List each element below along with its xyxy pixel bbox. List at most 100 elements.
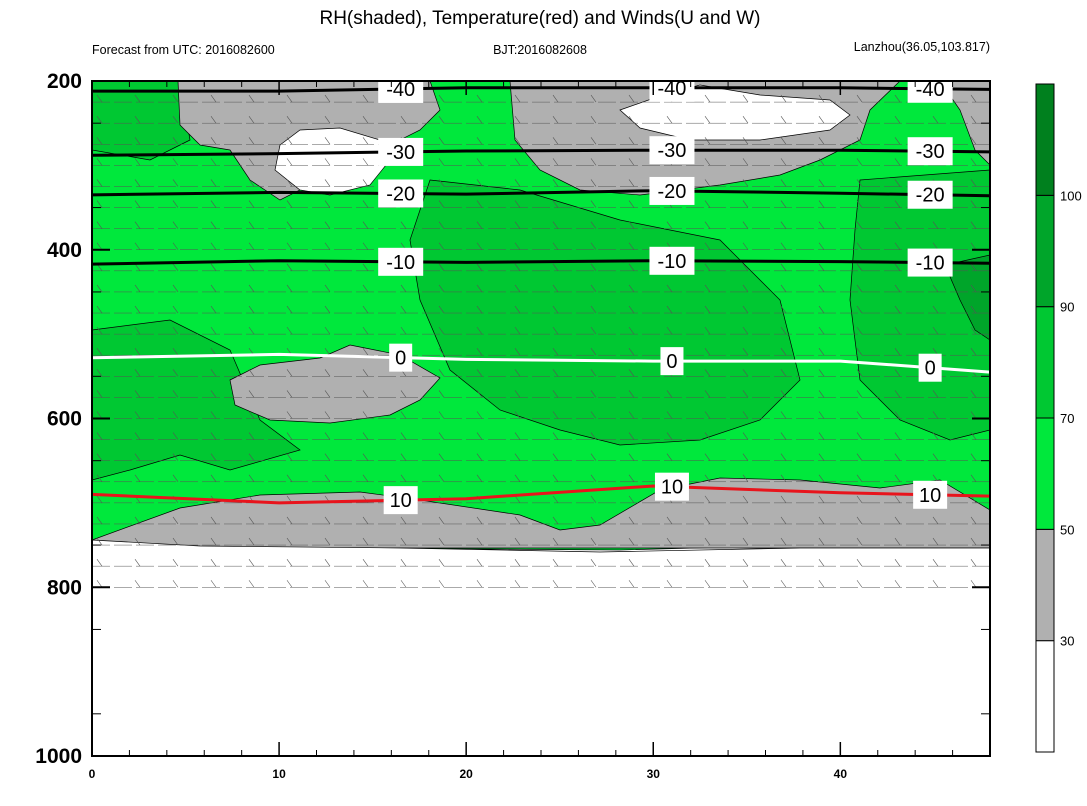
wind-barb: [248, 432, 255, 440]
wind-barb: [590, 411, 597, 419]
wind-barb: [780, 558, 787, 567]
wind-barb: [590, 432, 597, 440]
wind-barb: [172, 221, 179, 229]
wind-barb: [823, 81, 824, 82]
wind-barb: [590, 558, 597, 567]
wind-barb: [666, 116, 673, 124]
wind-barb: [742, 116, 749, 124]
colorbar-segment: [1035, 194, 1055, 308]
wind-barb: [742, 390, 749, 398]
rh-region-dry-mid: [229, 344, 441, 424]
wind-barb: [96, 284, 103, 293]
contour-label-box: [660, 347, 684, 376]
wind-barb: [476, 116, 483, 124]
wind-barb: [818, 474, 825, 482]
rh-region-moist-center: [409, 179, 801, 446]
wind-barb: [590, 326, 597, 335]
wind-barb: [134, 263, 141, 272]
wind-barb: [780, 242, 787, 250]
rh-region-moist-left: [92, 319, 301, 481]
wind-barb: [894, 432, 901, 440]
wind-barb: [438, 94, 445, 103]
contour-label: -20: [916, 185, 945, 207]
wind-barb: [780, 348, 787, 356]
wind-barb: [818, 158, 825, 166]
temperature-contour: [92, 259, 990, 266]
wind-barb: [970, 158, 977, 166]
wind-barb: [780, 411, 787, 419]
wind-barb: [628, 284, 635, 293]
wind-barb: [362, 580, 369, 588]
wind-barb: [514, 179, 521, 187]
wind-barb: [970, 453, 977, 461]
wind-barb: [215, 81, 216, 82]
wind-barb: [291, 81, 292, 82]
wind-barb: [134, 179, 141, 187]
wind-barb: [704, 411, 711, 419]
wind-barb: [438, 242, 445, 250]
wind-barb: [552, 474, 559, 482]
wind-barb: [324, 390, 331, 398]
wind-barb: [818, 221, 825, 229]
wind-barb: [780, 221, 787, 229]
wind-barb: [628, 263, 635, 272]
wind-barb: [248, 305, 255, 314]
wind-barb: [856, 179, 863, 187]
wind-barb: [894, 453, 901, 461]
wind-barb: [476, 305, 483, 314]
wind-barb: [932, 580, 939, 588]
wind-barb: [438, 326, 445, 335]
wind-barb: [96, 390, 103, 398]
wind-barb: [286, 537, 293, 546]
rh-region-wet-right: [944, 254, 990, 341]
wind-barb: [514, 453, 521, 461]
wind-barb: [438, 263, 445, 272]
wind-barb: [552, 495, 559, 504]
wind-barb: [324, 411, 331, 419]
wind-barb: [780, 495, 787, 504]
wind-barb: [894, 305, 901, 314]
wind-barb: [286, 474, 293, 482]
wind-barb: [286, 221, 293, 229]
wind-barb: [324, 263, 331, 272]
wind-barb: [894, 411, 901, 419]
x-tick-label: 10: [272, 767, 286, 781]
contour-label-box: [378, 179, 424, 208]
wind-barb: [514, 305, 521, 314]
wind-barb: [970, 558, 977, 567]
wind-barb: [362, 348, 369, 356]
wind-barb: [96, 200, 103, 208]
wind-barb: [970, 348, 977, 356]
wind-barb: [362, 558, 369, 567]
wind-barb: [666, 411, 673, 419]
wind-barb: [590, 453, 597, 461]
wind-barb: [970, 432, 977, 440]
wind-barb: [400, 305, 407, 314]
wind-barb: [856, 94, 863, 103]
wind-barb: [861, 81, 862, 82]
wind-barb: [248, 474, 255, 482]
wind-barb: [286, 558, 293, 567]
wind-barb: [818, 116, 825, 124]
wind-barb: [704, 537, 711, 546]
wind-barb: [780, 474, 787, 482]
wind-barb: [96, 94, 103, 103]
wind-barb: [248, 116, 255, 124]
wind-barb: [514, 558, 521, 567]
wind-barb: [894, 516, 901, 525]
wind-barb: [970, 137, 977, 145]
wind-barb: [248, 580, 255, 588]
wind-barb: [514, 495, 521, 504]
wind-barb: [818, 284, 825, 293]
wind-barb: [894, 558, 901, 567]
wind-barb: [856, 284, 863, 293]
wind-barb: [248, 411, 255, 419]
wind-barb: [248, 537, 255, 546]
wind-barb: [780, 453, 787, 461]
wind-barb: [438, 432, 445, 440]
wind-barb: [286, 453, 293, 461]
contour-label: -40: [916, 79, 945, 101]
wind-barb: [818, 369, 825, 377]
wind-barb: [590, 369, 597, 377]
wind-barb: [628, 221, 635, 229]
